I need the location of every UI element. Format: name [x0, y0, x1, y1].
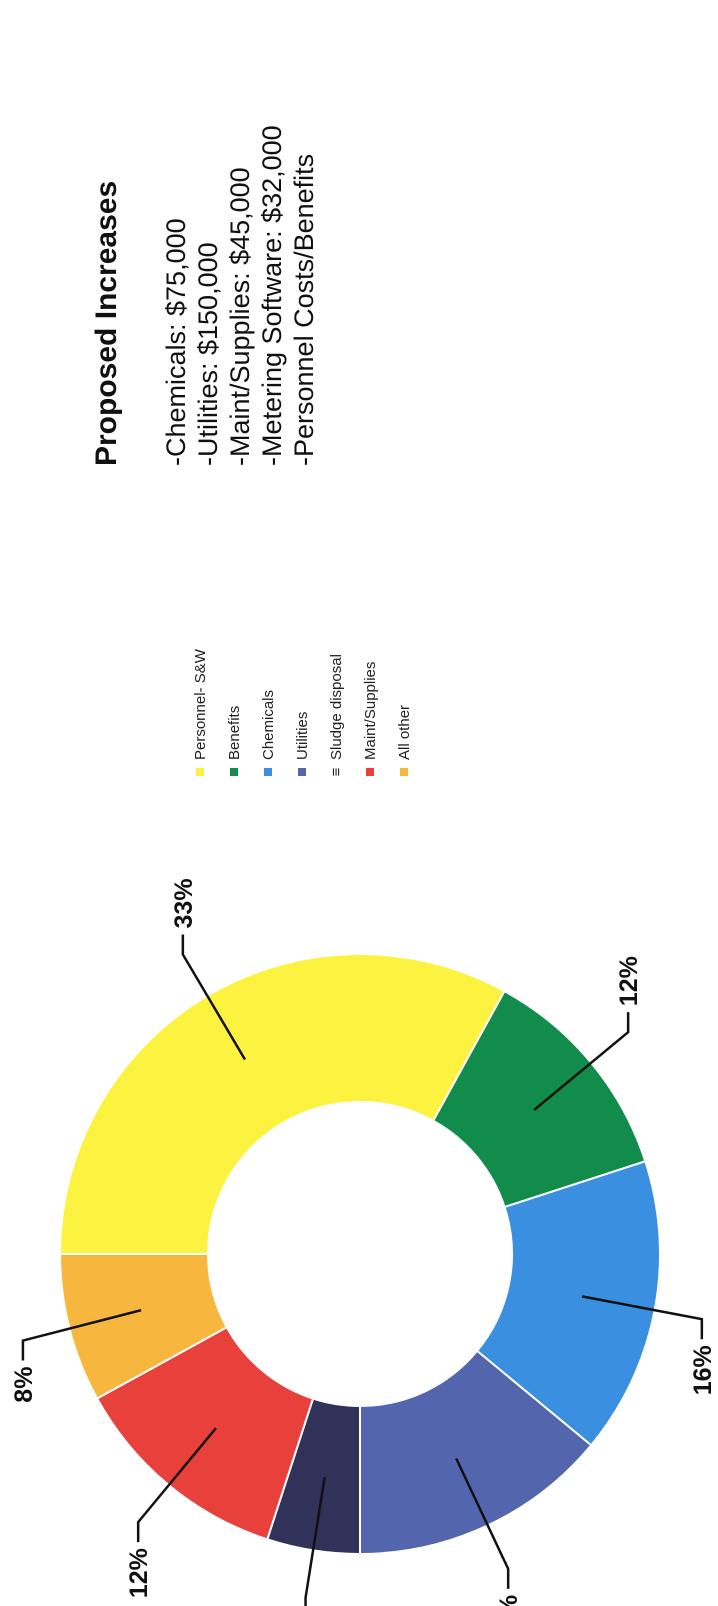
data-label: 33%: [170, 878, 198, 928]
slice-personnel-s-w: [58, 953, 506, 1255]
legend-swatch: [298, 768, 306, 776]
data-label: 12%: [125, 1548, 153, 1598]
notes-item: -Maint/Supplies: $45,000: [225, 167, 255, 466]
legend-swatch: [196, 768, 204, 776]
data-label: 8%: [10, 1367, 38, 1403]
chart-legend: Personnel- S&W Benefits Chemicals Utilities…: [192, 648, 413, 776]
slice-all-other: [58, 1253, 229, 1400]
leader-line: [304, 1477, 326, 1606]
data-label: 12%: [615, 956, 643, 1006]
notes-list: -Chemicals: $75,000 -Utilities: $150,000…: [160, 26, 320, 466]
notes-title: Proposed Increases: [90, 180, 123, 466]
leader-line: [533, 1012, 630, 1111]
legend-label: Utilities: [294, 712, 311, 760]
data-label: 14%: [495, 1595, 523, 1606]
legend-label: Personnel- S&W: [192, 648, 209, 760]
leader-line: [181, 934, 247, 1061]
chart-leader-lines: [21, 934, 704, 1606]
notes-item: -Personnel Costs/Benefits: [289, 153, 319, 466]
notes-item: -Utilities: $150,000: [193, 242, 223, 466]
legend-label: Maint/Supplies: [362, 662, 379, 760]
leader-line: [455, 1457, 510, 1589]
legend-swatch: [230, 768, 238, 776]
leader-line: [581, 1295, 704, 1340]
slice-chemicals: [475, 1160, 661, 1447]
legend-swatch: [400, 768, 408, 776]
legend-label: Chemicals: [260, 690, 277, 760]
leader-line: [136, 1427, 217, 1543]
data-label: 16%: [689, 1345, 717, 1395]
legend-swatch: [264, 768, 272, 776]
legend-label: Sludge disposal: [328, 654, 345, 760]
notes-item: -Chemicals: $75,000: [161, 218, 191, 466]
notes-item: -Metering Software: $32,000: [257, 125, 287, 466]
slice-utilities: [359, 1349, 593, 1556]
legend-label: All other: [396, 705, 413, 760]
legend-marker: ≡: [328, 767, 345, 776]
proposed-increases-panel: Proposed Increases -Chemicals: $75,000 -…: [90, 26, 320, 466]
leader-line: [21, 1308, 142, 1361]
chart-data-labels: 33%12%16%14%5%12%8%: [10, 878, 717, 1606]
legend-label: Benefits: [226, 706, 243, 760]
legend-swatch: [366, 768, 374, 776]
chart-slices: [58, 953, 661, 1556]
